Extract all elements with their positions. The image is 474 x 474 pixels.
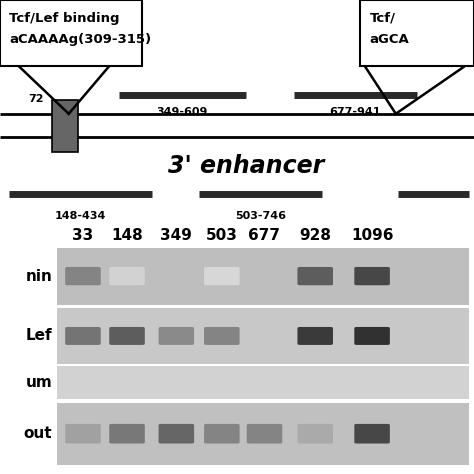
Text: um: um — [26, 375, 52, 390]
Text: Tcf/: Tcf/ — [370, 12, 396, 25]
FancyBboxPatch shape — [247, 424, 282, 444]
Text: Lef: Lef — [26, 328, 52, 344]
Text: 1096: 1096 — [351, 228, 393, 243]
Text: 72: 72 — [28, 94, 43, 104]
Bar — [57, 403, 469, 465]
FancyBboxPatch shape — [109, 327, 145, 345]
Bar — [57, 248, 469, 305]
FancyBboxPatch shape — [298, 327, 333, 345]
FancyBboxPatch shape — [65, 327, 100, 345]
Text: nin: nin — [25, 269, 52, 283]
Text: out: out — [24, 426, 52, 441]
Bar — [0, 0, 142, 66]
Text: 677-941: 677-941 — [330, 107, 381, 117]
Text: 349: 349 — [160, 228, 192, 243]
Text: aCAAAAg(309-315): aCAAAAg(309-315) — [9, 33, 152, 46]
FancyBboxPatch shape — [354, 327, 390, 345]
Bar — [52, 100, 78, 152]
Bar — [360, 0, 474, 66]
Text: 3' enhancer: 3' enhancer — [168, 154, 325, 178]
Text: 33: 33 — [73, 228, 93, 243]
FancyBboxPatch shape — [298, 424, 333, 444]
Text: 503-746: 503-746 — [235, 211, 286, 221]
Bar — [57, 308, 469, 364]
FancyBboxPatch shape — [158, 424, 194, 444]
Text: aGCA: aGCA — [370, 33, 410, 46]
Text: 928: 928 — [299, 228, 331, 243]
FancyBboxPatch shape — [204, 424, 239, 444]
FancyBboxPatch shape — [158, 327, 194, 345]
FancyBboxPatch shape — [65, 267, 100, 285]
FancyBboxPatch shape — [354, 424, 390, 444]
Bar — [57, 366, 469, 399]
Text: 503: 503 — [206, 228, 238, 243]
FancyBboxPatch shape — [65, 424, 100, 444]
FancyBboxPatch shape — [354, 267, 390, 285]
Text: Tcf/Lef binding: Tcf/Lef binding — [9, 12, 120, 25]
Text: 148: 148 — [111, 228, 143, 243]
FancyBboxPatch shape — [109, 424, 145, 444]
FancyBboxPatch shape — [298, 267, 333, 285]
Text: 677: 677 — [248, 228, 281, 243]
Text: 148-434: 148-434 — [55, 211, 106, 221]
FancyBboxPatch shape — [204, 327, 239, 345]
Text: 349-609: 349-609 — [157, 107, 208, 117]
FancyBboxPatch shape — [204, 267, 239, 285]
FancyBboxPatch shape — [109, 267, 145, 285]
